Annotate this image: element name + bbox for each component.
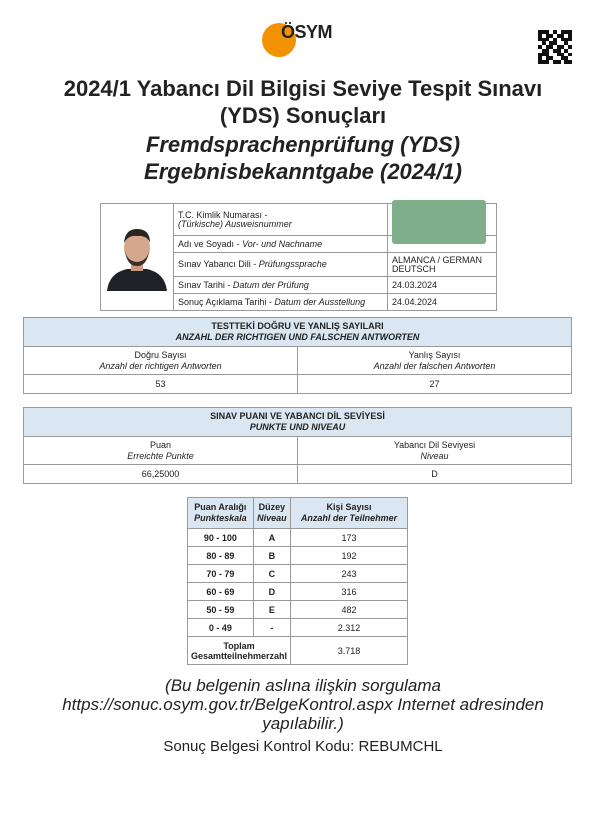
scale-level: D xyxy=(252,582,292,601)
osym-logo-icon xyxy=(262,23,296,57)
score-scale-table: Puan Aralığı Punkteskala Düzey Niveau Kişi… xyxy=(186,497,408,665)
answers-header: TESTTEKİ DOĞRU VE YANLIŞ SAYILARI ANZAHL … xyxy=(23,317,572,347)
verification-code: Sonuç Belgesi Kontrol Kodu: REBUMCHL xyxy=(163,738,443,755)
scale-row: 80 - 89 B 192 xyxy=(187,546,408,565)
scale-range: 60 - 69 xyxy=(187,582,254,601)
title-line-2: (YDS) Sonuçları xyxy=(219,103,387,128)
points-value: 66,25000 xyxy=(23,464,298,484)
scale-row: 0 - 49-2.312 xyxy=(187,618,408,637)
correct-col-header: Doğru Sayısı Anzahl der richtigen Antwort… xyxy=(23,346,298,375)
wrong-count: 27 xyxy=(297,374,572,394)
scale-range: 50 - 59 xyxy=(187,600,254,619)
footer-line-1: (Bu belgenin aslına ilişkin sorgulama xyxy=(165,676,441,695)
info-label: Sonuç Açıklama Tarihi - Datum der Ausste… xyxy=(173,293,388,311)
scale-row: 60 - 69 D 316 xyxy=(187,582,408,601)
info-label: Adı ve Soyadı - Vor- und Nachname xyxy=(173,235,388,253)
score-table: SINAV PUANI VE YABANCI DİL SEVİYESİ PUNKT… xyxy=(23,407,572,484)
range-col-header: Puan Aralığı Punkteskala xyxy=(187,497,254,529)
info-label: T.C. Kimlik Numarası - (Türkische) Auswei… xyxy=(173,203,388,236)
scale-count: 192 xyxy=(290,546,408,565)
info-value-issue-date: 24.04.2024 xyxy=(387,293,497,311)
level-value: D xyxy=(297,464,572,484)
osym-logo-text: ÖSYM xyxy=(281,22,333,42)
candidate-photo xyxy=(100,203,174,311)
info-label: Sınav Yabancı Dili - Prüfungssprache xyxy=(173,252,388,277)
scale-count: 173 xyxy=(290,528,408,547)
scale-count: 2.312 xyxy=(290,618,408,637)
info-value-exam-date: 24.03.2024 xyxy=(387,276,497,294)
qr-code-icon xyxy=(538,30,572,64)
scale-level: E xyxy=(252,600,292,619)
redaction-block xyxy=(392,200,486,244)
scale-count: 482 xyxy=(290,600,408,619)
count-col-header: Kişi Sayısı Anzahl der Teilnehmer xyxy=(290,497,408,529)
answers-table: TESTTEKİ DOĞRU VE YANLIŞ SAYILARI ANZAHL … xyxy=(23,317,572,394)
total-label: Toplam Gesamtteilnehmerzahl xyxy=(186,636,292,665)
info-label: Sınav Tarihi - Datum der Prüfung xyxy=(173,276,388,294)
scale-level: A xyxy=(252,528,292,547)
title-line-1: 2024/1 Yabancı Dil Bilgisi Seviye Tespit… xyxy=(63,76,543,101)
correct-count: 53 xyxy=(23,374,298,394)
scale-level: B xyxy=(252,546,292,565)
total-count: 3.718 xyxy=(290,636,408,665)
level-col-header: Yabancı Dil Seviyesi Niveau xyxy=(297,436,572,465)
scale-count: 316 xyxy=(290,582,408,601)
scale-range: 70 - 79 xyxy=(187,564,254,583)
scale-range: 0 - 49 xyxy=(187,618,254,637)
score-header: SINAV PUANI VE YABANCI DİL SEVİYESİ PUNKT… xyxy=(23,407,572,437)
scale-range: 90 - 100 xyxy=(187,528,254,547)
scale-level: - xyxy=(252,618,292,637)
person-photo-icon xyxy=(107,229,167,291)
scale-count: 243 xyxy=(290,564,408,583)
info-value-language: ALMANCA / GERMAN DEUTSCH xyxy=(387,252,497,277)
footer-line-2: https://sonuc.osym.gov.tr/BelgeKontrol.a… xyxy=(62,695,544,714)
scale-range: 80 - 89 xyxy=(187,546,254,565)
level-col-header: Düzey Niveau xyxy=(252,497,292,529)
scale-row: 70 - 79 C 243 xyxy=(187,564,408,583)
title-de-line-2: Ergebnisbekanntgabe (2024/1) xyxy=(144,159,462,184)
points-col-header: Puan Erreichte Punkte xyxy=(23,436,298,465)
footer-line-3: yapılabilir.) xyxy=(262,714,344,733)
title-de-line-1: Fremdsprachenprüfung (YDS) xyxy=(145,132,461,157)
wrong-col-header: Yanlış Sayısı Anzahl der falschen Antwort… xyxy=(297,346,572,375)
scale-row: 50 - 59 E 482 xyxy=(187,600,408,619)
scale-level: C xyxy=(252,564,292,583)
scale-row: 90 - 100 A 173 xyxy=(187,528,408,547)
